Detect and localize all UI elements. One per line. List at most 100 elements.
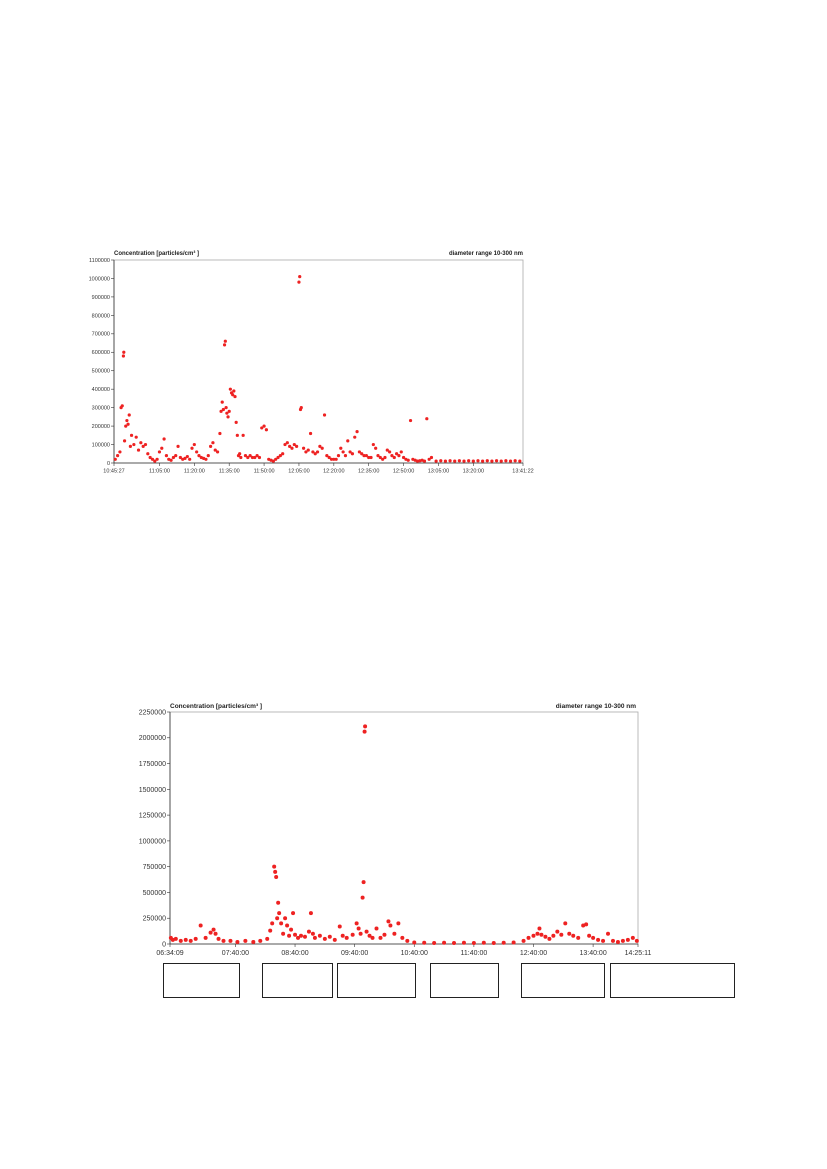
y-tick-label: 1500000 xyxy=(139,787,166,794)
data-point xyxy=(250,455,255,460)
chart-title: diameter range 10-300 nm xyxy=(555,703,636,710)
data-point xyxy=(308,911,313,916)
data-point xyxy=(287,933,292,938)
data-point xyxy=(362,729,367,734)
data-point xyxy=(615,939,620,944)
data-point xyxy=(434,459,438,463)
data-point xyxy=(251,939,256,944)
data-point xyxy=(291,911,296,916)
data-point xyxy=(448,459,452,463)
data-point xyxy=(274,457,278,461)
data-point xyxy=(360,452,364,456)
data-point xyxy=(120,404,124,408)
data-point xyxy=(277,911,282,916)
y-tick-label: 1250000 xyxy=(139,813,166,820)
data-point xyxy=(322,413,327,417)
data-point xyxy=(504,459,508,463)
data-point xyxy=(322,936,327,941)
data-point xyxy=(246,455,250,460)
data-point xyxy=(361,880,366,885)
data-point xyxy=(355,430,359,434)
data-point xyxy=(255,454,259,458)
data-point xyxy=(188,457,192,461)
data-point xyxy=(422,459,427,463)
data-point xyxy=(148,455,152,460)
data-point xyxy=(337,924,342,929)
data-point xyxy=(192,442,196,447)
data-point xyxy=(253,455,257,460)
data-point xyxy=(354,921,359,926)
data-point xyxy=(188,938,193,943)
data-point xyxy=(312,935,317,940)
data-point xyxy=(122,350,126,354)
data-point xyxy=(278,454,282,458)
data-point xyxy=(283,916,288,921)
data-point xyxy=(174,454,178,458)
data-point xyxy=(221,938,226,943)
data-point xyxy=(222,343,227,347)
y-tick-label: 500000 xyxy=(92,369,110,375)
x-tick-label: 12:50:00 xyxy=(393,469,414,475)
data-point xyxy=(296,935,301,940)
data-point xyxy=(281,931,286,936)
data-point xyxy=(265,936,270,941)
data-point xyxy=(258,938,263,943)
data-point xyxy=(358,931,363,936)
data-point xyxy=(606,931,611,936)
data-point xyxy=(141,444,145,448)
data-point xyxy=(457,459,461,463)
data-point xyxy=(344,935,349,940)
data-point xyxy=(155,457,159,461)
data-point xyxy=(591,935,596,940)
data-point xyxy=(146,452,150,456)
x-tick-label: 13:20:00 xyxy=(463,469,484,475)
y-tick-label: 200000 xyxy=(92,424,110,430)
data-point xyxy=(132,442,136,447)
x-tick-label: 12:20:00 xyxy=(323,469,344,475)
data-point xyxy=(183,456,187,460)
data-point xyxy=(308,431,313,436)
data-point xyxy=(405,938,410,943)
data-point xyxy=(226,415,230,419)
data-point xyxy=(193,936,198,941)
data-point xyxy=(198,923,203,928)
data-point xyxy=(385,448,389,452)
x-tick-label: 12:05:00 xyxy=(288,469,309,475)
data-point xyxy=(499,459,503,463)
x-tick-label: 11:50:00 xyxy=(254,469,275,475)
data-point xyxy=(128,444,132,448)
data-point xyxy=(518,459,522,463)
data-point xyxy=(442,940,447,945)
data-point xyxy=(271,459,275,463)
annotation-box-4 xyxy=(430,963,499,998)
data-point xyxy=(341,450,345,454)
data-point xyxy=(485,459,489,463)
data-point xyxy=(397,454,401,458)
concentration-chart-1: Concentration [particles/cm³ ] diameter … xyxy=(89,248,545,480)
data-point xyxy=(371,442,375,447)
data-point xyxy=(127,413,131,417)
x-tick-label: 06:34:09 xyxy=(156,950,183,957)
data-point xyxy=(362,454,366,458)
data-point xyxy=(129,433,134,437)
data-point xyxy=(571,933,576,938)
data-point xyxy=(388,923,393,928)
data-point xyxy=(231,393,235,397)
data-point xyxy=(539,932,544,937)
data-point xyxy=(260,426,264,430)
data-point xyxy=(318,444,322,448)
data-point xyxy=(289,927,294,932)
x-tick-label: 10:45:27 xyxy=(103,469,124,475)
data-point xyxy=(238,452,242,456)
data-point xyxy=(224,406,228,410)
data-point xyxy=(625,937,630,942)
x-tick-label: 07:40:00 xyxy=(222,950,249,957)
data-point xyxy=(452,940,457,945)
y-tick-label: 900000 xyxy=(92,295,110,301)
data-point xyxy=(353,435,357,439)
data-point xyxy=(292,442,296,447)
data-point xyxy=(306,929,311,934)
x-tick-label: 11:40:00 xyxy=(461,950,488,957)
y-tick-label: 1000000 xyxy=(89,276,110,282)
data-point xyxy=(262,424,266,428)
